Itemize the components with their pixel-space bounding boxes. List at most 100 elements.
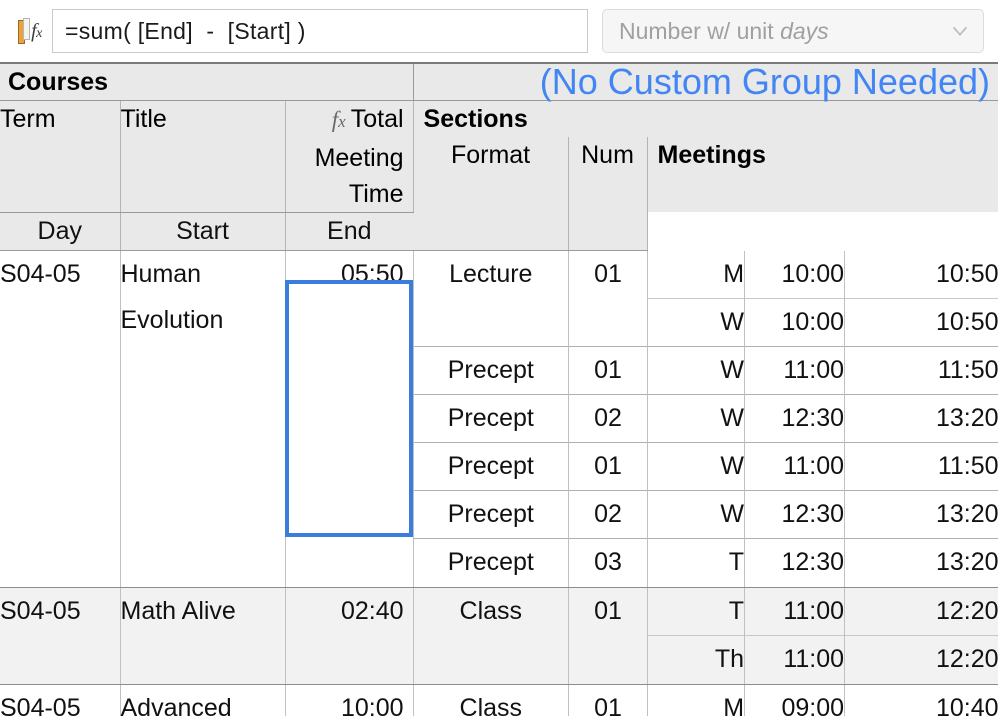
cell-start[interactable]: 12:30 <box>744 394 846 443</box>
cell-num[interactable]: 03 <box>568 538 649 587</box>
cell-day[interactable]: W <box>647 346 746 395</box>
header-day[interactable]: Day <box>0 211 121 251</box>
cell-num[interactable]: 01 <box>568 684 649 716</box>
cell-start[interactable]: 09:00 <box>744 684 846 716</box>
cell-term[interactable]: S04-05 <box>0 587 121 685</box>
cell-title[interactable]: Math Alive <box>120 587 286 685</box>
cell-start[interactable]: 11:00 <box>744 635 846 684</box>
cell-format[interactable]: Precept <box>413 394 570 443</box>
cell-start[interactable]: 11:00 <box>744 442 846 491</box>
header-meetings[interactable]: Meetings <box>647 136 998 212</box>
cell-num[interactable]: 02 <box>568 394 649 443</box>
cell-start[interactable]: 10:00 <box>744 298 846 347</box>
header-term[interactable]: Term <box>0 100 121 213</box>
header-total-meeting-time[interactable]: fx Total Meeting Time <box>285 100 414 213</box>
cell-start[interactable]: 11:00 <box>744 587 846 636</box>
cell-end[interactable]: 11:50 <box>844 442 998 491</box>
cell-start[interactable]: 11:00 <box>744 346 846 395</box>
cell-format[interactable] <box>413 635 570 684</box>
header-sections[interactable]: Sections <box>413 100 998 137</box>
cell-total-meeting-time[interactable]: 05:50 <box>285 250 414 588</box>
cell-day[interactable]: W <box>647 394 746 443</box>
cell-day[interactable]: W <box>647 490 746 539</box>
cell-total-meeting-time[interactable]: 10:00 <box>285 684 414 716</box>
cell-end[interactable]: 12:20 <box>844 635 998 684</box>
cell-day[interactable]: M <box>647 250 746 299</box>
cell-format[interactable]: Precept <box>413 346 570 395</box>
column-glyph-icon <box>18 18 31 44</box>
header-end[interactable]: End <box>285 211 414 251</box>
cell-format[interactable]: Lecture <box>413 250 570 299</box>
cell-format-select[interactable]: Number w/ unit days <box>602 9 984 53</box>
cell-sections: Class 01 T 11:00 12:20 Th 11:00 12:20 <box>413 587 998 685</box>
cell-day[interactable]: T <box>647 538 746 587</box>
section-row[interactable]: Precept 02 W 12:30 13:20 <box>413 394 998 443</box>
cell-day[interactable]: W <box>647 298 746 347</box>
cell-num[interactable]: 01 <box>568 442 649 491</box>
header-title[interactable]: Title <box>120 100 286 213</box>
header-num[interactable]: Num <box>568 136 648 251</box>
cell-num[interactable]: 01 <box>568 346 649 395</box>
section-row[interactable]: Precept 01 W 11:00 11:50 <box>413 346 998 395</box>
table-row[interactable]: S04-05 Math Alive 02:40 Class 01 T 11:00 12:20 T… <box>0 587 998 685</box>
cell-format[interactable] <box>413 298 570 347</box>
cell-end[interactable]: 13:20 <box>844 394 998 443</box>
section-row[interactable]: Class 01 M 09:00 10:40 <box>413 684 998 716</box>
cell-end[interactable]: 13:20 <box>844 490 998 539</box>
cell-term[interactable]: S04-05 <box>0 684 121 716</box>
header-start-label: Start <box>176 216 229 245</box>
section-row[interactable]: Precept 03 T 12:30 13:20 <box>413 538 998 587</box>
fx-letters-icon: fx <box>31 20 42 42</box>
cell-format[interactable]: Class <box>413 684 570 716</box>
cell-format[interactable]: Precept <box>413 538 570 587</box>
header-sections-label: Sections <box>423 104 528 133</box>
table-row[interactable]: S04-05 Human Evolution 05:50 Lecture 01 M 10:0… <box>0 250 998 588</box>
header-total-line3: Time <box>348 179 404 208</box>
fx-function-icon[interactable]: fx <box>8 9 52 53</box>
cell-start[interactable]: 12:30 <box>744 538 846 587</box>
meeting-row[interactable]: W 10:00 10:50 <box>413 298 998 347</box>
cell-format[interactable]: Precept <box>413 490 570 539</box>
cell-format[interactable]: Class <box>413 587 570 636</box>
table-header-row-1: Term Title fx Total Meeting Time Sections <box>0 100 998 213</box>
section-row[interactable]: Precept 01 W 11:00 11:50 <box>413 442 998 491</box>
cell-num[interactable]: 01 <box>568 587 649 636</box>
cell-term[interactable]: S04-05 <box>0 250 121 588</box>
cell-end[interactable]: 10:40 <box>935 693 998 716</box>
formula-input[interactable]: =sum( [End] - [Start] ) <box>52 9 588 53</box>
cell-day[interactable]: T <box>647 587 746 636</box>
cell-start[interactable]: 12:30 <box>744 490 846 539</box>
cell-end[interactable]: 10:50 <box>844 298 998 347</box>
header-start[interactable]: Start <box>120 211 286 251</box>
header-title-label: Title <box>120 104 167 133</box>
cell-end[interactable]: 11:50 <box>844 346 998 395</box>
banner-courses: Courses <box>0 64 414 101</box>
cell-num[interactable]: 01 <box>568 250 649 299</box>
section-row[interactable]: Precept 02 W 12:30 13:20 <box>413 490 998 539</box>
cell-num[interactable] <box>568 635 649 684</box>
cell-day[interactable]: W <box>647 442 746 491</box>
cell-title[interactable]: Advanced Arabic II <box>120 684 286 716</box>
cell-total-meeting-time[interactable]: 02:40 <box>285 587 414 685</box>
section-row[interactable]: Class 01 T 11:00 12:20 <box>413 587 998 636</box>
header-total-line1: Total <box>350 104 404 133</box>
header-format[interactable]: Format <box>413 136 569 251</box>
meeting-row[interactable]: Th 11:00 12:20 <box>413 635 998 684</box>
cell-end[interactable]: 12:20 <box>935 596 998 625</box>
section-row[interactable]: Lecture 01 M 10:00 10:50 <box>413 250 998 299</box>
cell-title[interactable]: Human Evolution <box>120 250 286 588</box>
chevron-down-icon[interactable] <box>949 20 971 42</box>
cell-format-prefix: Number w/ unit <box>619 17 781 44</box>
cell-end[interactable]: 10:50 <box>935 259 998 288</box>
cell-day[interactable]: Th <box>647 635 746 684</box>
cell-format-value: Number w/ unit days <box>619 18 829 45</box>
cell-end[interactable]: 13:20 <box>844 538 998 587</box>
cell-num[interactable]: 02 <box>568 490 649 539</box>
banner-courses-label: Courses <box>8 68 109 96</box>
banner-right-spacer <box>413 64 998 101</box>
cell-start[interactable]: 10:00 <box>744 250 846 299</box>
cell-day[interactable]: M <box>647 684 746 716</box>
cell-num[interactable] <box>568 298 649 347</box>
cell-format[interactable]: Precept <box>413 442 570 491</box>
